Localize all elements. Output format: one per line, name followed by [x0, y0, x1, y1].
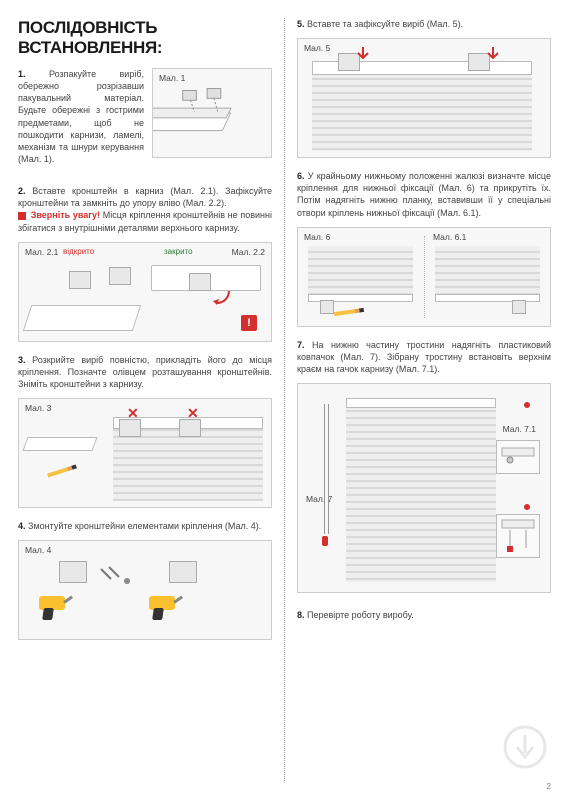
figure-7: Мал. 7 Мал. 7.1	[297, 383, 551, 593]
figure-2-2-label: Мал. 2.2	[232, 247, 265, 257]
callout-dot-icon	[524, 402, 530, 408]
pencil-icon	[47, 465, 77, 478]
page: ПОСЛІДОВНІСТЬ ВСТАНОВЛЕННЯ: 1. Розпакуйт…	[0, 0, 565, 799]
right-column: 5. Вставте та зафіксуйте виріб (Мал. 5).…	[287, 18, 551, 781]
column-divider	[284, 18, 285, 781]
figure-2-1-label: Мал. 2.1	[25, 247, 58, 257]
step-1-text: 1. Розпакуйте виріб, обережно розрізавши…	[18, 68, 144, 165]
step-4-num: 4.	[18, 521, 26, 531]
step-3-body: Розкрийте виріб повністю, прикладіть йог…	[18, 355, 272, 389]
label-closed: закрито	[164, 247, 193, 256]
step-7-num: 7.	[297, 340, 305, 350]
step-8: 8. Перевірте роботу виробу.	[297, 609, 551, 621]
figure-5: Мал. 5	[297, 38, 551, 158]
step-5: 5. Вставте та зафіксуйте виріб (Мал. 5).	[297, 18, 551, 30]
watermark-icon	[503, 725, 547, 769]
callout-dot-icon	[524, 504, 530, 510]
left-column: ПОСЛІДОВНІСТЬ ВСТАНОВЛЕННЯ: 1. Розпакуйт…	[18, 18, 282, 781]
figure-3-label: Мал. 3	[25, 403, 51, 413]
x-mark-icon: ✕	[127, 405, 139, 422]
detail-7-1-bottom	[500, 518, 536, 554]
figure-3: Мал. 3 ✕ ✕	[18, 398, 272, 508]
figure-1: Мал. 1	[152, 68, 272, 158]
figure-6-label: Мал. 6	[304, 232, 330, 242]
figure-5-label: Мал. 5	[304, 43, 330, 53]
step-7: 7. На нижню частину тростини надягніть п…	[297, 339, 551, 375]
step-7-body: На нижню частину тростини надягніть плас…	[297, 340, 551, 374]
step-3-num: 3.	[18, 355, 26, 365]
step-8-body: Перевірте роботу виробу.	[307, 610, 414, 620]
page-title: ПОСЛІДОВНІСТЬ ВСТАНОВЛЕННЯ:	[18, 18, 272, 58]
cord-cap-icon	[322, 536, 328, 546]
page-number: 2	[547, 782, 551, 791]
arrow-icon	[209, 283, 239, 313]
screws-icon	[97, 563, 137, 593]
pencil-icon	[334, 308, 364, 316]
step-3: 3. Розкрийте виріб повністю, прикладіть …	[18, 354, 272, 390]
arrow-down-icon	[354, 45, 372, 63]
step-2-num: 2.	[18, 186, 26, 196]
figure-4: Мал. 4	[18, 540, 272, 640]
figure-6: Мал. 6 Мал. 6.1	[297, 227, 551, 327]
step-1: 1. Розпакуйте виріб, обережно розрізавши…	[18, 68, 272, 173]
figure-2: Мал. 2.1 Мал. 2.2 відкрито закрито !	[18, 242, 272, 342]
step-4-body: Змонтуйте кронштейни елементами кріпленн…	[28, 521, 261, 531]
figure-4-label: Мал. 4	[25, 545, 51, 555]
step-2: 2. Вставте кронштейн в карниз (Мал. 2.1)…	[18, 185, 272, 234]
step-2-warn-label: Зверніть увагу!	[31, 210, 100, 220]
step-2-body: Вставте кронштейн в карниз (Мал. 2.1). З…	[18, 186, 272, 208]
step-1-num: 1.	[18, 69, 26, 79]
figure-7-1-label: Мал. 7.1	[503, 424, 536, 434]
warning-icon	[18, 212, 26, 220]
x-mark-icon: ✕	[187, 405, 199, 422]
step-5-body: Вставте та зафіксуйте виріб (Мал. 5).	[307, 19, 463, 29]
step-8-num: 8.	[297, 610, 305, 620]
detail-7-1-top	[500, 444, 536, 470]
step-4: 4. Змонтуйте кронштейни елементами кріпл…	[18, 520, 272, 532]
step-6-num: 6.	[297, 171, 305, 181]
arrow-down-icon	[484, 45, 502, 63]
drill-icon	[149, 596, 183, 620]
drill-icon	[39, 596, 73, 620]
warning-badge-icon: !	[241, 315, 257, 331]
label-open: відкрито	[63, 247, 94, 256]
step-1-body: Розпакуйте виріб, обережно розрізавши па…	[18, 69, 144, 164]
step-6-body: У крайньому нижньому положенні жалюзі ви…	[297, 171, 551, 217]
step-6: 6. У крайньому нижньому положенні жалюзі…	[297, 170, 551, 219]
figure-1-label: Мал. 1	[159, 73, 185, 83]
figure-6-1-label: Мал. 6.1	[433, 232, 466, 242]
step-5-num: 5.	[297, 19, 305, 29]
